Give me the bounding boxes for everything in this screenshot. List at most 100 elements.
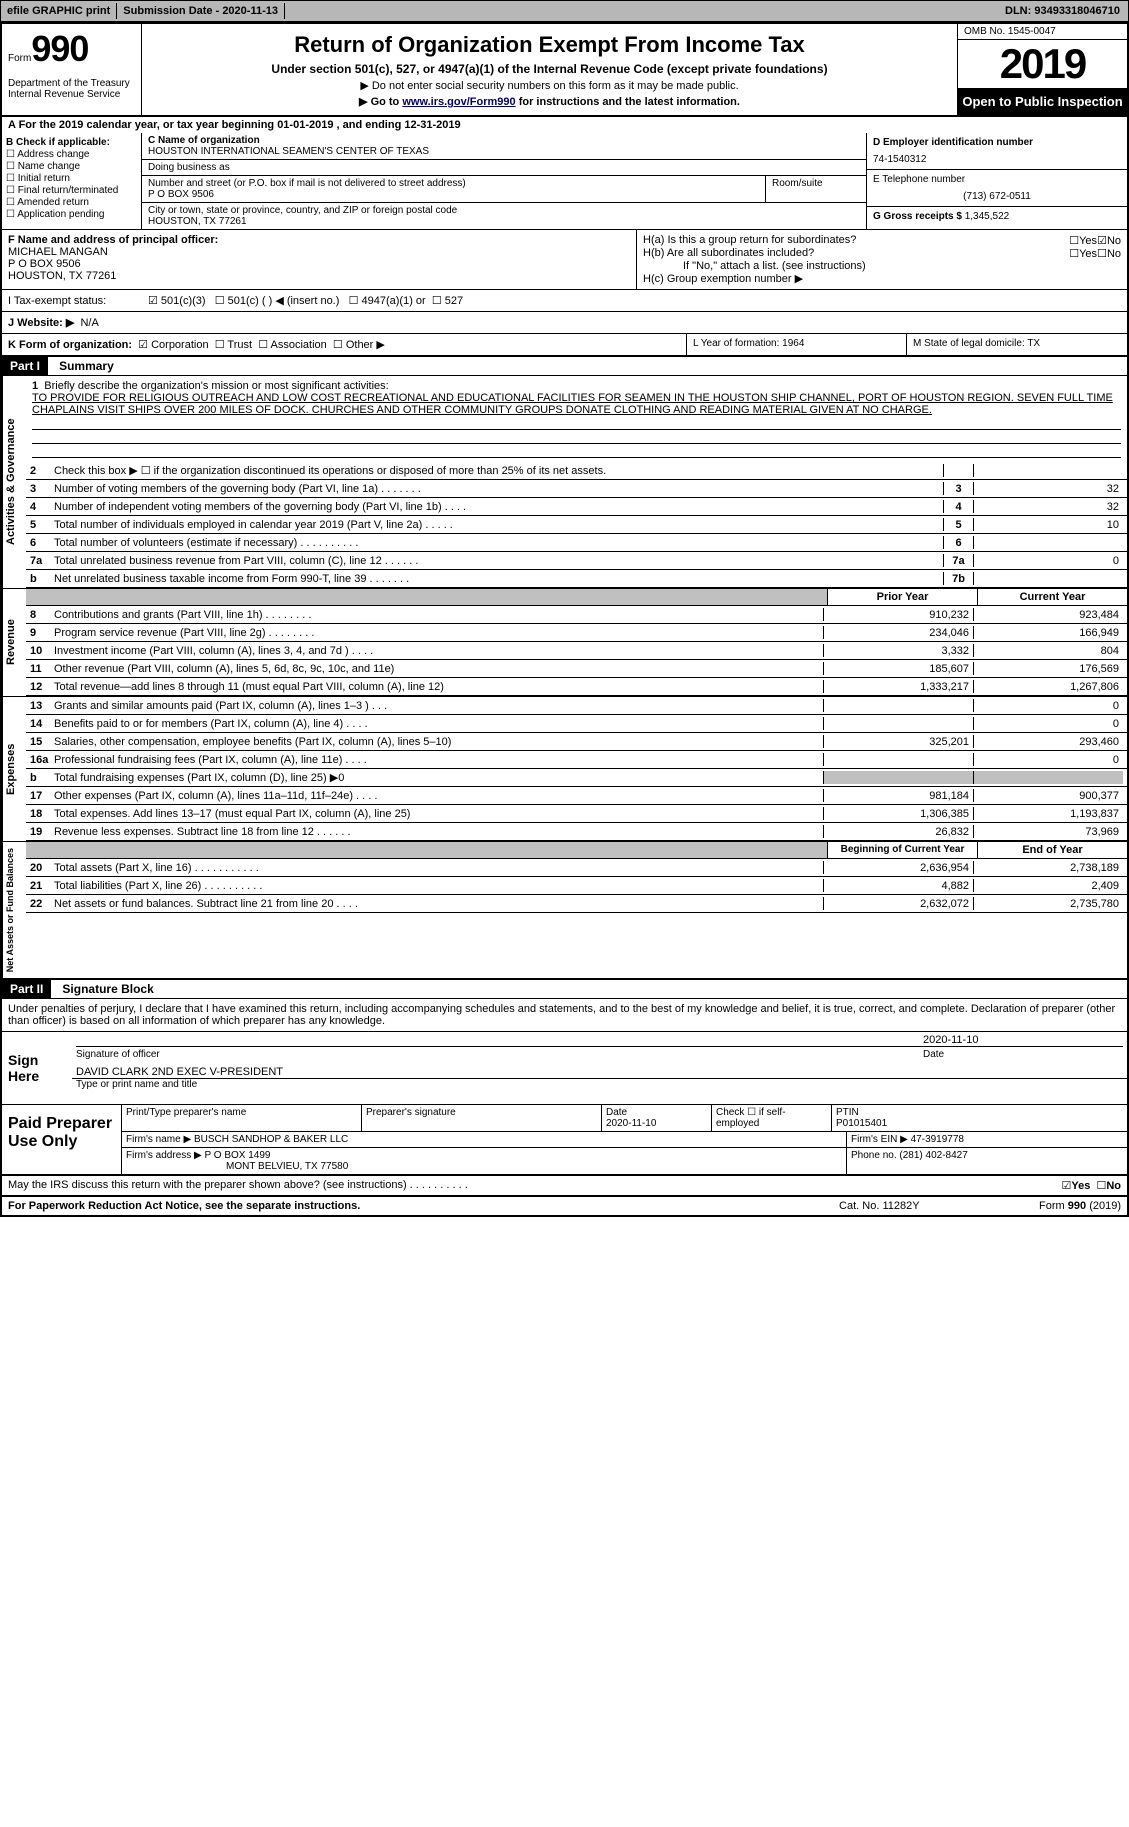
cb-4947[interactable]: ☐ 4947(a)(1) or (349, 294, 426, 307)
irs-link[interactable]: www.irs.gov/Form990 (402, 96, 515, 108)
gov-section: Activities & Governance 1 Briefly descri… (2, 376, 1127, 588)
hb-yes[interactable]: ☐Yes (1069, 247, 1097, 260)
sign-here-label: Sign Here (2, 1032, 72, 1104)
ha-no[interactable]: ☑No (1097, 234, 1121, 247)
gov-line: 7aTotal unrelated business revenue from … (26, 552, 1127, 570)
prep-addr: P O BOX 1499 (205, 1150, 271, 1161)
omb-number: OMB No. 1545-0047 (958, 24, 1127, 40)
discuss-yes[interactable]: ☑Yes (1061, 1179, 1090, 1192)
side-exp: Expenses (2, 697, 26, 841)
fin-line: 21Total liabilities (Part X, line 26) . … (26, 877, 1127, 895)
current-year-hdr: Current Year (977, 589, 1127, 605)
efile-label[interactable]: efile GRAPHIC print (1, 3, 117, 19)
form-990-page: Form990 Department of the Treasury Inter… (0, 22, 1129, 1217)
cb-corp[interactable]: ☑ Corporation (138, 339, 208, 351)
fin-line: 14Benefits paid to or for members (Part … (26, 715, 1127, 733)
hb-no[interactable]: ☐No (1097, 247, 1121, 260)
ha-yes[interactable]: ☐Yes (1069, 234, 1097, 247)
sig-declaration: Under penalties of perjury, I declare th… (2, 999, 1127, 1032)
cb-final-return[interactable]: ☐ Final return/terminated (6, 185, 137, 196)
part1-badge: Part I (2, 357, 48, 375)
gov-line: 4Number of independent voting members of… (26, 498, 1127, 516)
prep-title: Paid Preparer Use Only (2, 1105, 122, 1174)
prep-ein: 47-3919778 (911, 1134, 964, 1145)
dept-treasury: Department of the Treasury Internal Reve… (8, 70, 135, 100)
box-k: K Form of organization: ☑ Corporation ☐ … (2, 334, 687, 355)
part2-header: Part II Signature Block (2, 980, 1127, 999)
open-public-badge: Open to Public Inspection (958, 88, 1127, 115)
paid-preparer-block: Paid Preparer Use Only Print/Type prepar… (2, 1105, 1127, 1176)
net-headers: Beginning of Current Year End of Year (26, 842, 1127, 859)
website-label: J Website: ▶ (8, 317, 74, 329)
note-goto: ▶ Go to www.irs.gov/Form990 for instruct… (150, 95, 949, 108)
cb-application-pending[interactable]: ☐ Application pending (6, 209, 137, 220)
hb-label: H(b) Are all subordinates included? (643, 247, 1069, 260)
prep-self-emp[interactable]: Check ☐ if self-employed (712, 1105, 832, 1131)
fin-line: 17Other expenses (Part IX, column (A), l… (26, 787, 1127, 805)
fin-line: 18Total expenses. Add lines 13–17 (must … (26, 805, 1127, 823)
sig-name: DAVID CLARK 2ND EXEC V-PRESIDENT (72, 1060, 1127, 1079)
part2-badge: Part II (2, 980, 51, 998)
fin-line: 13Grants and similar amounts paid (Part … (26, 697, 1127, 715)
box-c: C Name of organization HOUSTON INTERNATI… (142, 133, 867, 229)
side-rev: Revenue (2, 589, 26, 696)
form-number: 990 (31, 28, 88, 69)
fin-line: 19Revenue less expenses. Subtract line 1… (26, 823, 1127, 841)
cb-name-change[interactable]: ☐ Name change (6, 161, 137, 172)
fin-line: 9Program service revenue (Part VIII, lin… (26, 624, 1127, 642)
k-label: K Form of organization: (8, 339, 132, 351)
sign-here-block: Sign Here 2020-11-10 Signature of office… (2, 1032, 1127, 1105)
cb-501c3[interactable]: ☑ 501(c)(3) (148, 294, 206, 307)
may-discuss-row: May the IRS discuss this return with the… (2, 1176, 1127, 1197)
prep-date: 2020-11-10 (606, 1118, 656, 1129)
gov-line: 6Total number of volunteers (estimate if… (26, 534, 1127, 552)
form-title: Return of Organization Exempt From Incom… (150, 32, 949, 58)
box-m: M State of legal domicile: TX (907, 334, 1127, 355)
sig-officer-label: Signature of officer (76, 1049, 923, 1060)
officer-label: F Name and address of principal officer: (8, 234, 630, 246)
ein-label: D Employer identification number (873, 137, 1121, 148)
box-de: D Employer identification number 74-1540… (867, 133, 1127, 229)
room-label: Room/suite (766, 176, 866, 202)
dln-label: DLN: 93493318046710 (997, 3, 1128, 19)
fin-line: 20Total assets (Part X, line 16) . . . .… (26, 859, 1127, 877)
fin-line: 22Net assets or fund balances. Subtract … (26, 895, 1127, 913)
gov-line: 3Number of voting members of the governi… (26, 480, 1127, 498)
gov-line: 2Check this box ▶ ☐ if the organization … (26, 462, 1127, 480)
status-row: I Tax-exempt status: ☑ 501(c)(3) ☐ 501(c… (2, 290, 1127, 312)
tax-year: 2019 (958, 40, 1127, 88)
form-subtitle: Under section 501(c), 527, or 4947(a)(1)… (150, 62, 949, 76)
phone-label: E Telephone number (873, 174, 1121, 185)
city-value: HOUSTON, TX 77261 (148, 216, 860, 227)
cb-address-change[interactable]: ☐ Address change (6, 149, 137, 160)
cb-initial-return[interactable]: ☐ Initial return (6, 173, 137, 184)
officer-addr1: P O BOX 9506 (8, 258, 630, 270)
exp-section: Expenses 13Grants and similar amounts pa… (2, 696, 1127, 841)
sig-name-label: Type or print name and title (72, 1079, 1127, 1090)
cb-501c[interactable]: ☐ 501(c) ( ) ◀ (insert no.) (215, 294, 340, 307)
submission-date: Submission Date - 2020-11-13 (117, 3, 285, 19)
cb-assoc[interactable]: ☐ Association (258, 339, 327, 351)
fin-line: 16aProfessional fundraising fees (Part I… (26, 751, 1127, 769)
cb-other[interactable]: ☐ Other ▶ (333, 339, 385, 351)
cb-527[interactable]: ☐ 527 (432, 294, 463, 307)
sig-date: 2020-11-10 (923, 1034, 1123, 1047)
fin-line: 11Other revenue (Part VIII, column (A), … (26, 660, 1127, 678)
form-number-cell: Form990 Department of the Treasury Inter… (2, 24, 142, 115)
begin-year-hdr: Beginning of Current Year (827, 842, 977, 858)
form-ref: Form 990 (2019) (1039, 1200, 1121, 1212)
prep-sig-hdr: Preparer's signature (362, 1105, 602, 1131)
cb-amended[interactable]: ☐ Amended return (6, 197, 137, 208)
cb-trust[interactable]: ☐ Trust (215, 339, 252, 351)
org-name: HOUSTON INTERNATIONAL SEAMEN'S CENTER OF… (148, 146, 860, 157)
ha-label: H(a) Is this a group return for subordin… (643, 234, 1069, 247)
fin-line: 8Contributions and grants (Part VIII, li… (26, 606, 1127, 624)
fin-line: 15Salaries, other compensation, employee… (26, 733, 1127, 751)
discuss-no[interactable]: ☐No (1096, 1179, 1121, 1192)
may-discuss: May the IRS discuss this return with the… (8, 1179, 1061, 1192)
prep-addr2: MONT BELVIEU, TX 77580 (126, 1161, 348, 1172)
box-f: F Name and address of principal officer:… (2, 230, 637, 289)
prep-phone: (281) 402-8427 (899, 1150, 967, 1161)
rev-section: Revenue Prior Year Current Year 8Contrib… (2, 588, 1127, 696)
form-label: Form (8, 53, 31, 64)
